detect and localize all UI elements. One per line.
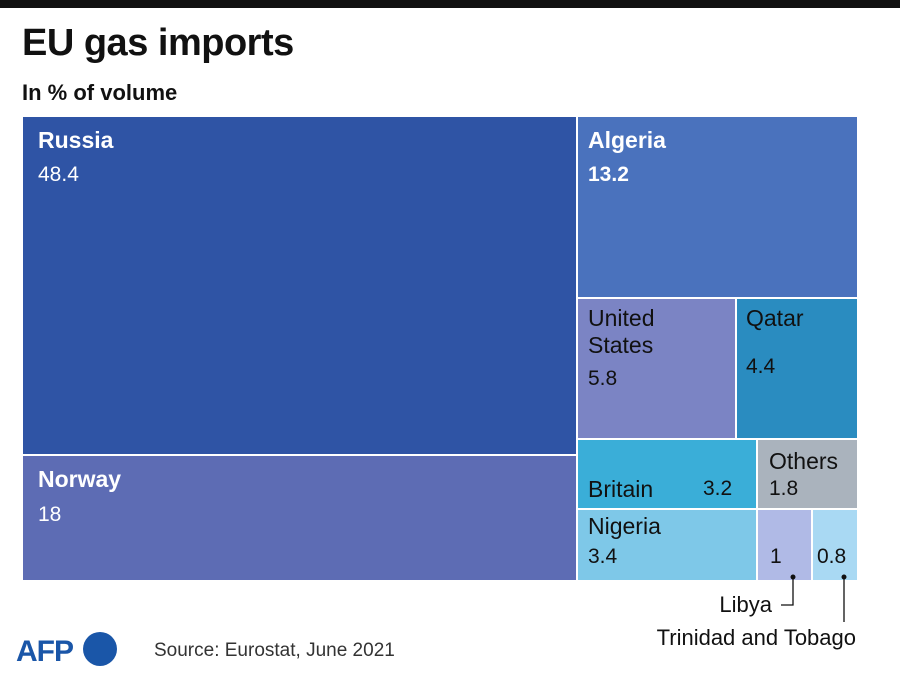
callout-trinidad-and-tobago: Trinidad and Tobago bbox=[657, 574, 856, 650]
treemap-rect-united-states bbox=[576, 297, 737, 440]
treemap-cell-united-states: United States 5.8 bbox=[576, 297, 737, 440]
treemap-value-qatar: 4.4 bbox=[746, 355, 776, 378]
treemap-value-united-states: 5.8 bbox=[588, 367, 617, 390]
afp-logo-text: AFP bbox=[16, 635, 73, 668]
treemap-label-algeria: Algeria bbox=[588, 127, 666, 153]
treemap-cell-others: Others 1.8 bbox=[756, 438, 859, 510]
treemap-rect-algeria bbox=[576, 115, 859, 299]
treemap-label-nigeria: Nigeria bbox=[588, 513, 661, 539]
callout-line-libya bbox=[781, 577, 794, 606]
treemap-rect-libya bbox=[756, 508, 813, 582]
treemap-label-united-states: United States bbox=[588, 305, 654, 358]
treemap-cell-nigeria: Nigeria 3.4 bbox=[576, 508, 758, 582]
treemap-value-others: 1.8 bbox=[769, 477, 798, 500]
treemap-label-others: Others bbox=[769, 448, 838, 474]
chart-subtitle: In % of volume bbox=[22, 80, 178, 105]
treemap-value-algeria: 13.2 bbox=[588, 163, 629, 186]
afp-logo-circle bbox=[83, 632, 117, 666]
chart-title: EU gas imports bbox=[22, 22, 294, 64]
treemap-label-norway: Norway bbox=[38, 466, 121, 492]
treemap-rect-russia bbox=[21, 115, 578, 456]
treemap-value-libya: 1 bbox=[770, 545, 782, 568]
treemap-rect-trinidad-and-tobago bbox=[811, 508, 859, 582]
treemap-value-norway: 18 bbox=[38, 503, 61, 526]
treemap-value-nigeria: 3.4 bbox=[588, 545, 618, 568]
top-bar bbox=[0, 0, 900, 8]
treemap-cell-algeria: Algeria 13.2 bbox=[576, 115, 859, 299]
treemap-value-britain: 3.2 bbox=[703, 477, 732, 500]
treemap-cell-russia: Russia 48.4 bbox=[21, 115, 578, 456]
treemap-rect-nigeria bbox=[576, 508, 758, 582]
treemap-rect-britain bbox=[576, 438, 758, 510]
treemap-label-britain: Britain bbox=[588, 476, 653, 502]
source-note: Source: Eurostat, June 2021 bbox=[154, 640, 395, 661]
treemap-value-russia: 48.4 bbox=[38, 163, 79, 186]
treemap-cell-britain: Britain 3.2 bbox=[576, 438, 758, 510]
treemap-label-russia: Russia bbox=[38, 127, 114, 153]
treemap-rect-norway bbox=[21, 454, 578, 582]
treemap-label-qatar: Qatar bbox=[746, 305, 804, 331]
afp-logo: AFP bbox=[16, 632, 117, 668]
treemap-value-trinidad-and-tobago: 0.8 bbox=[817, 545, 846, 568]
callout-libya: Libya bbox=[719, 574, 796, 617]
callout-label-libya: Libya bbox=[719, 592, 772, 617]
callout-label-trinidad-and-tobago: Trinidad and Tobago bbox=[657, 625, 856, 650]
treemap-cell-qatar: Qatar 4.4 bbox=[735, 297, 859, 440]
treemap-cell-libya: 1 bbox=[756, 508, 813, 582]
treemap-cell-trinidad-and-tobago: 0.8 bbox=[811, 508, 859, 582]
treemap-cell-norway: Norway 18 bbox=[21, 454, 578, 582]
treemap-rect-qatar bbox=[735, 297, 859, 440]
